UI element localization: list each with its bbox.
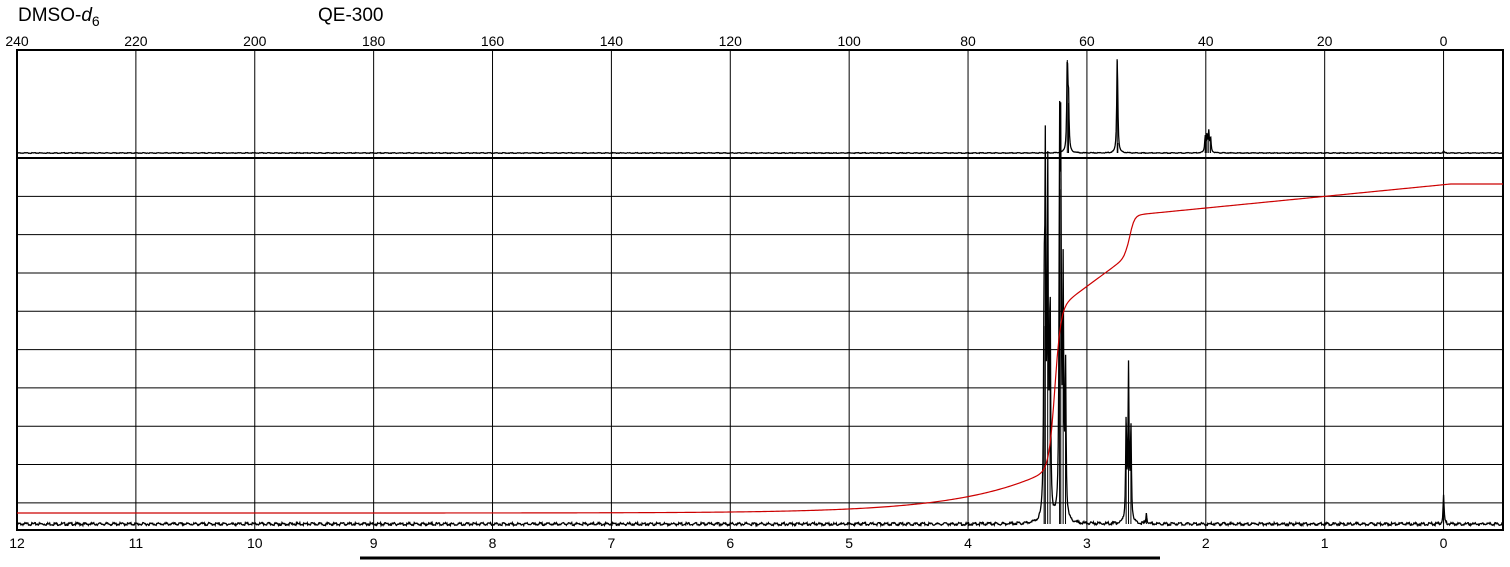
c13-tick-label: 220 — [124, 33, 148, 49]
h1-tick-label: 5 — [845, 535, 853, 551]
h1-trace — [16, 100, 1504, 528]
c13-tick-label: 180 — [362, 33, 386, 49]
c13-tick-label: 240 — [5, 33, 29, 49]
instrument-label: QE-300 — [318, 5, 384, 26]
c13-spectrum-panel: 240 220 200 180 160 140 120 100 80 60 40 20 0 — [5, 33, 1504, 159]
h1-tick-label: 1 — [1321, 535, 1329, 551]
c13-tick-label: 100 — [837, 33, 861, 49]
h1-tick-label: 3 — [1083, 535, 1091, 551]
h1-frame — [16, 157, 1504, 531]
spectrum-header: DMSO-d6 QE-300 — [0, 0, 1510, 40]
c13-tick-label: 80 — [960, 33, 976, 49]
h1-tick-label: 12 — [9, 535, 25, 551]
c13-tick-label: 160 — [481, 33, 505, 49]
c13-tick-label: 0 — [1440, 33, 1448, 49]
h1-tick-label: 9 — [370, 535, 378, 551]
solvent-label: DMSO-d6 — [18, 5, 100, 32]
c13-tick-label: 60 — [1079, 33, 1095, 49]
h1-tick-label: 6 — [726, 535, 734, 551]
h1-tick-label: 7 — [608, 535, 616, 551]
h1-tick-label: 10 — [247, 535, 263, 551]
c13-tick-label: 20 — [1317, 33, 1333, 49]
c13-tick-label: 120 — [719, 33, 743, 49]
c13-tick-label: 200 — [243, 33, 267, 49]
h1-spectrum-panel: 12 11 10 9 8 7 6 5 4 3 2 1 0 — [9, 100, 1504, 551]
c13-tick-label: 40 — [1198, 33, 1214, 49]
solvent-label-base: DMSO- — [18, 5, 82, 26]
h1-integral — [17, 183, 1503, 514]
solvent-label-italic: d — [81, 5, 92, 26]
h1-tick-label: 4 — [964, 535, 972, 551]
solvent-label-subscript: 6 — [91, 13, 100, 29]
c13-tick-label: 140 — [600, 33, 624, 49]
c13-frame — [16, 49, 1504, 159]
h1-tick-label: 11 — [129, 535, 144, 551]
h1-tick-label: 8 — [489, 535, 497, 551]
h1-tick-label: 0 — [1440, 535, 1448, 551]
c13-trace — [16, 59, 1504, 155]
h1-tick-label: 2 — [1202, 535, 1210, 551]
